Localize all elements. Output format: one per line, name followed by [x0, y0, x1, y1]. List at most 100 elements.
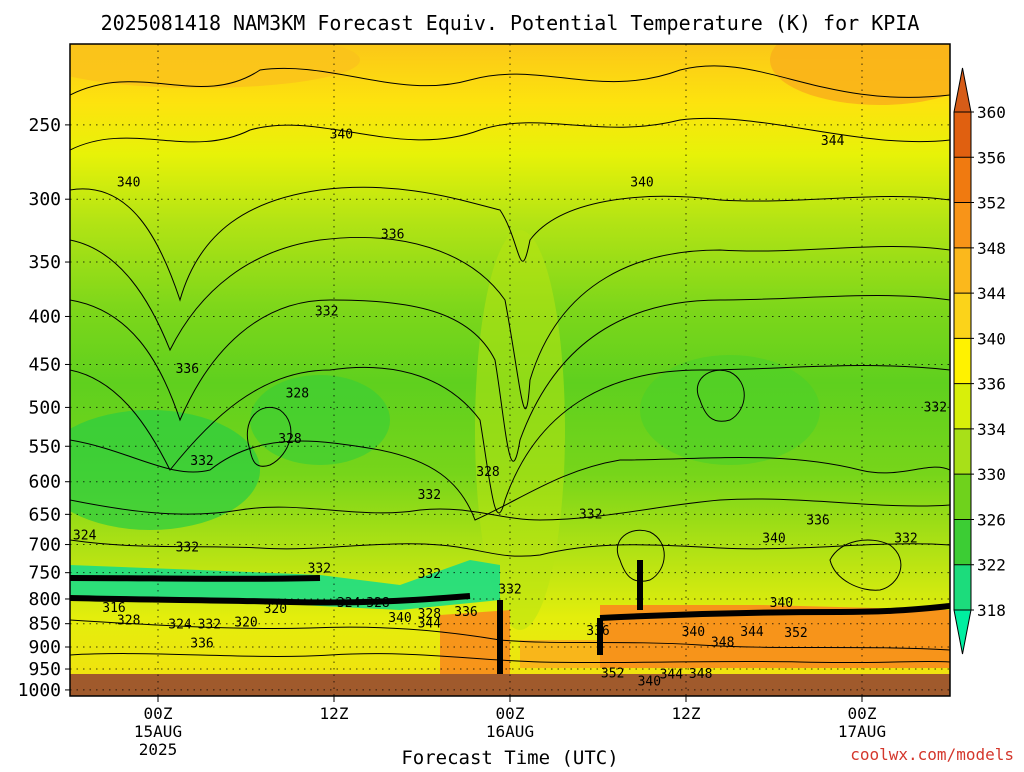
colorbar-label: 348	[977, 239, 1006, 258]
contour-line	[70, 439, 950, 521]
colorbar-swatch	[954, 202, 971, 249]
x-tick-label: 16AUG	[486, 722, 534, 741]
colorbar-label: 340	[977, 329, 1006, 348]
upper-orange-patch	[770, 44, 950, 105]
contour-label: 332	[418, 567, 441, 582]
contour-label: 352	[784, 626, 807, 641]
contour-label: 332	[924, 400, 947, 415]
contour-line	[696, 369, 745, 422]
contour-label: 344	[740, 625, 764, 640]
contour-labels: 340 340 344 340 336 332 336 328 328 332 328 332 332 3…	[73, 128, 947, 690]
plot-area	[70, 44, 950, 696]
contour-label: 340	[388, 611, 411, 626]
contour-label: 332	[176, 540, 199, 555]
colorbar-swatch	[954, 383, 971, 430]
colorbar-label: 344	[977, 284, 1006, 303]
colorbar-label: 330	[977, 465, 1006, 484]
x-axis-label: Forecast Time (UTC)	[401, 747, 618, 768]
contour-label: 324	[337, 596, 361, 611]
x-tick-label: 17AUG	[838, 722, 886, 741]
front-segment	[70, 593, 471, 606]
moist-core-left	[70, 410, 260, 530]
warm-boundary-layer-1	[440, 610, 510, 680]
contour-label: 332	[315, 304, 338, 319]
x-tick-label: 00Z	[848, 704, 877, 723]
colorbar-bottom-triangle	[953, 609, 972, 655]
contour-label: 328	[476, 465, 499, 480]
contour-label: 340	[682, 625, 705, 640]
contour-line	[70, 117, 950, 151]
colorbar-swatch	[954, 564, 971, 611]
contour-label: 340	[630, 176, 653, 191]
colorbar-swatch	[954, 293, 971, 339]
colorbar-swatch	[954, 157, 971, 204]
contour-label: 344	[418, 617, 442, 632]
x-tick-label: 2025	[139, 740, 178, 759]
x-tick-label: 00Z	[144, 704, 173, 723]
contour-label: 344	[821, 134, 845, 149]
colorbar-swatch	[954, 428, 971, 475]
y-tick-label: 600	[28, 472, 61, 493]
contour-label: 336	[806, 514, 829, 529]
contour-line	[70, 539, 950, 557]
contour-label: 340	[762, 532, 785, 547]
gridlines	[70, 44, 950, 696]
contour-label: 340	[770, 596, 793, 611]
plot-frame	[69, 43, 951, 697]
y-tick-label: 900	[28, 637, 61, 658]
chart-title: 2025081418 NAM3KM Forecast Equiv. Potent…	[101, 11, 920, 35]
ground-surface	[70, 674, 950, 696]
contour-label: 340	[330, 128, 353, 143]
contour-line	[70, 186, 950, 302]
warm-boundary-layer-2	[600, 605, 950, 668]
colorbar-swatch	[954, 474, 971, 520]
colorbar-swatch	[954, 247, 971, 294]
colorbar-label: 322	[977, 556, 1006, 575]
contour-label: 332	[308, 561, 331, 576]
y-tick-label: 450	[28, 354, 61, 375]
colorbar: 360 356 352 348 344 340 336 334 330 326 322 318	[953, 67, 1006, 655]
contour-label: 336	[454, 605, 477, 620]
front-segment	[70, 575, 321, 582]
y-tick-label: 750	[28, 563, 61, 584]
dry-slot-midnight	[475, 230, 565, 630]
contour-label: 324	[168, 618, 192, 633]
credit-text: coolwx.com/models	[850, 745, 1014, 764]
contour-label: 340	[117, 176, 140, 191]
y-axis: 2503003504004505005506006507007508008509…	[18, 115, 70, 701]
front-layer	[70, 560, 950, 680]
contour-line	[70, 365, 950, 514]
y-tick-label: 950	[28, 659, 61, 680]
y-tick-label: 700	[28, 535, 61, 556]
contour-label: 328	[117, 613, 140, 628]
contour-line	[70, 237, 950, 410]
contour-label: 332	[198, 618, 221, 633]
colorbar-label: 336	[977, 375, 1006, 394]
contour-label: 336	[176, 362, 199, 377]
contour-label: 348	[711, 635, 734, 650]
contour-label: 332	[498, 583, 521, 598]
y-tick-label: 800	[28, 589, 61, 610]
y-tick-label: 400	[28, 306, 61, 327]
contour-label: 352	[601, 666, 624, 681]
contour-label: 328	[286, 386, 309, 401]
contour-label: 320	[264, 602, 287, 617]
front-segment	[599, 603, 950, 621]
colorbar-top-triangle	[953, 67, 972, 113]
colorbar-label: 318	[977, 601, 1006, 620]
contour-label: 340	[638, 675, 661, 690]
contour-label: 348	[689, 667, 712, 682]
contour-label: 336	[381, 227, 404, 242]
contour-label: 328	[418, 607, 441, 622]
contour-label: 316	[102, 601, 125, 616]
y-tick-label: 650	[28, 504, 61, 525]
x-tick-label: 12Z	[672, 704, 701, 723]
warm-boundary-layer-3	[520, 640, 600, 668]
y-tick-label: 1000	[18, 680, 61, 701]
y-tick-label: 500	[28, 397, 61, 418]
x-tick-label: 15AUG	[134, 722, 182, 741]
contour-line	[616, 529, 665, 582]
colorbar-swatch	[954, 112, 971, 158]
